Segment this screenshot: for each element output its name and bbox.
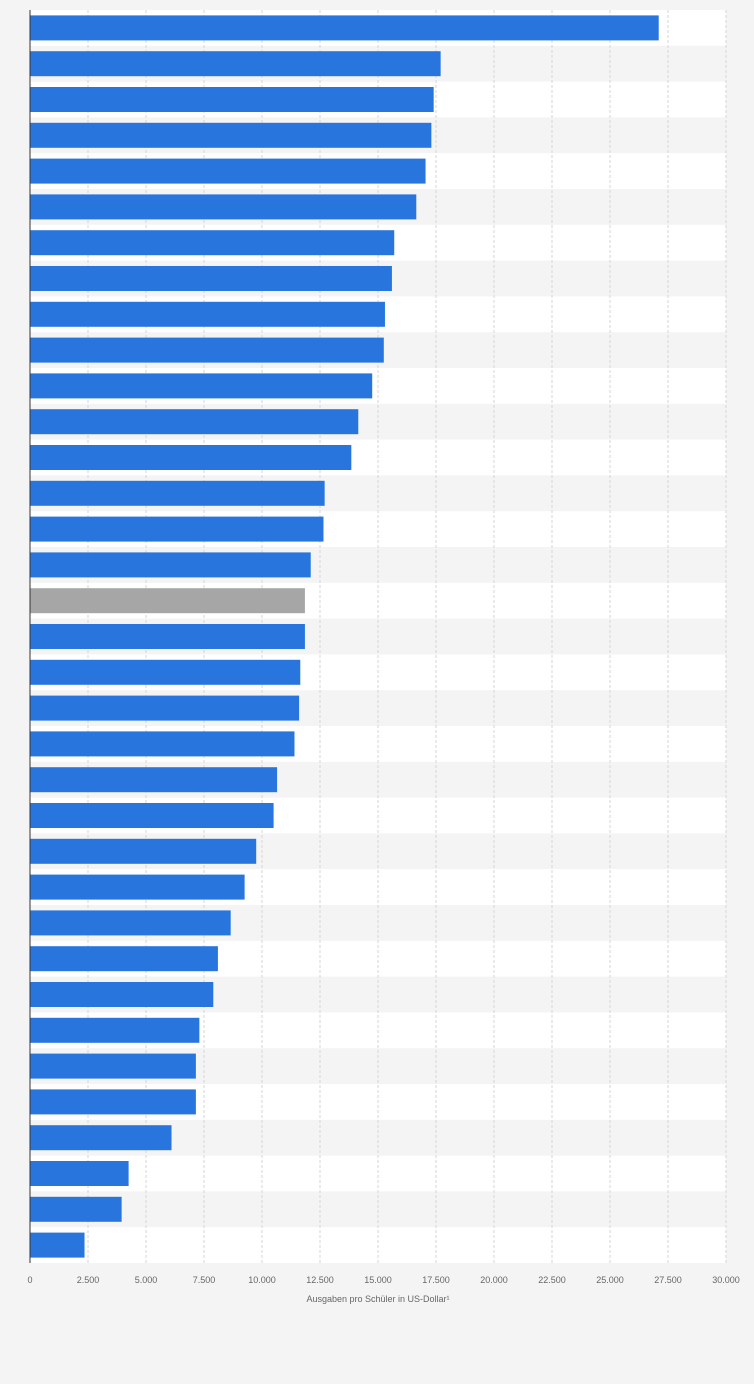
x-tick-label: 7.500	[193, 1275, 216, 1285]
bar[interactable]	[30, 194, 417, 220]
bar[interactable]	[30, 731, 295, 757]
bar[interactable]	[30, 122, 432, 148]
x-tick-label: 20.000	[480, 1275, 508, 1285]
x-tick-label: 25.000	[596, 1275, 624, 1285]
bar[interactable]	[30, 15, 659, 41]
x-tick-label: 0	[27, 1275, 32, 1285]
bar[interactable]	[30, 767, 278, 793]
bar[interactable]	[30, 301, 385, 327]
x-tick-label: 15.000	[364, 1275, 392, 1285]
x-tick-label: 30.000	[712, 1275, 740, 1285]
x-tick-label: 27.500	[654, 1275, 682, 1285]
bar[interactable]	[30, 1125, 172, 1151]
bar[interactable]	[30, 158, 426, 184]
bar[interactable]	[30, 230, 395, 256]
bar[interactable]	[30, 1053, 196, 1079]
x-axis-label: Ausgaben pro Schüler in US-Dollar¹	[306, 1294, 449, 1304]
bar[interactable]	[30, 373, 373, 399]
bar[interactable]	[30, 838, 257, 864]
bar[interactable]	[30, 1196, 122, 1222]
x-tick-label: 5.000	[135, 1275, 158, 1285]
bars	[30, 15, 659, 1258]
x-tick-label: 12.500	[306, 1275, 334, 1285]
bar[interactable]	[30, 659, 301, 685]
bar[interactable]	[30, 552, 311, 578]
bar[interactable]	[30, 1089, 196, 1115]
bar[interactable]	[30, 1232, 85, 1258]
bar[interactable]	[30, 516, 324, 542]
x-tick-label: 22.500	[538, 1275, 566, 1285]
bar[interactable]	[30, 480, 325, 506]
bar[interactable]	[30, 87, 434, 112]
bar[interactable]	[30, 266, 392, 291]
x-tick-labels: 0 2.500 5.000 7.500 10.000 12.500 15.000 17.500…	[27, 1275, 739, 1285]
x-tick-label: 2.500	[77, 1275, 100, 1285]
bar[interactable]	[30, 1017, 200, 1043]
bar[interactable]	[30, 874, 245, 900]
x-tick-label: 17.500	[422, 1275, 450, 1285]
bar[interactable]	[30, 51, 441, 77]
bar[interactable]	[30, 409, 359, 435]
bar[interactable]	[30, 1161, 129, 1186]
bar[interactable]	[30, 337, 384, 363]
bar[interactable]	[30, 803, 274, 828]
bar[interactable]	[30, 982, 214, 1007]
bar[interactable]	[30, 445, 352, 470]
bar[interactable]	[30, 910, 231, 936]
bar[interactable]	[30, 946, 218, 972]
bar[interactable]	[30, 588, 305, 614]
bar[interactable]	[30, 624, 305, 649]
bar[interactable]	[30, 695, 300, 721]
x-tick-label: 10.000	[248, 1275, 276, 1285]
